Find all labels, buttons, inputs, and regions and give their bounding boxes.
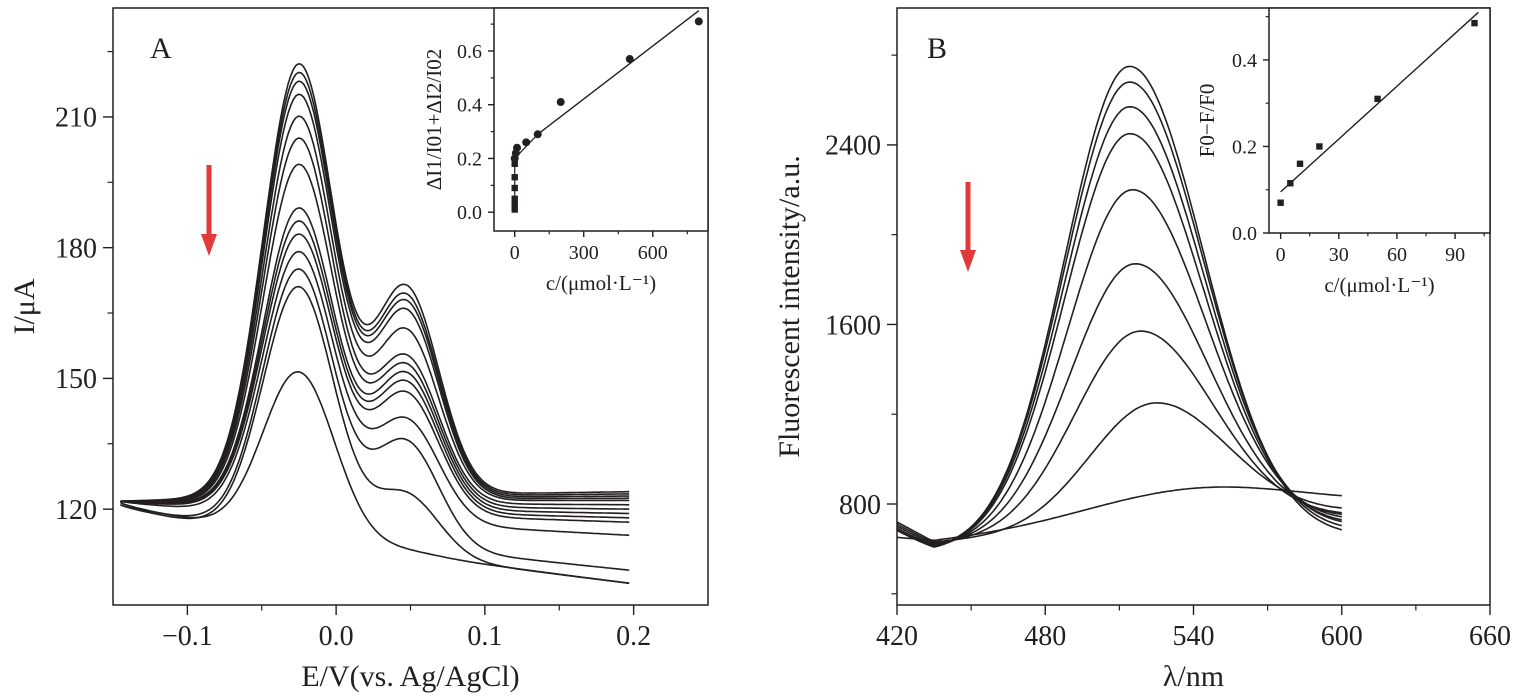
- inset-y-ytick-label: 0.2: [1232, 136, 1257, 158]
- inset-x-xtick-label: 90: [1445, 244, 1465, 266]
- inset-point: [511, 160, 518, 168]
- axis-y-ytick-label: 180: [55, 233, 97, 264]
- series-line: [896, 105, 1342, 548]
- inset-y-label: ΔI1/I01+ΔI2/I02: [422, 49, 446, 191]
- axis-x-xtick-label: 0.0: [319, 621, 354, 652]
- inset-point: [1287, 180, 1294, 187]
- inset-y-ytick-label: 0.6: [457, 41, 482, 63]
- axis-x-xtick-label: −0.1: [162, 621, 213, 652]
- series-line: [120, 115, 630, 503]
- inset-y-label: F0−F/F0: [1195, 84, 1219, 158]
- axis-y-ytick-label: 1600: [825, 310, 881, 341]
- axis-x-xtick-label: 660: [1469, 621, 1511, 652]
- inset-frame: [1268, 7, 1491, 234]
- axis-x-xtick-label: 480: [1024, 621, 1066, 652]
- series-line: [120, 268, 630, 571]
- inset-background: [1269, 8, 1490, 233]
- inset-x-xtick-label: 0: [510, 242, 520, 264]
- inset-fit-line: [1280, 11, 1479, 193]
- inset-frame: [493, 7, 709, 232]
- series-line: [120, 207, 630, 515]
- inset-point: [1296, 160, 1304, 167]
- series-line: [120, 250, 630, 537]
- inset-y-ytick-label: 0.4: [457, 95, 482, 117]
- inset-point: [533, 130, 542, 139]
- series-line: [896, 486, 1342, 542]
- inset-point: [1471, 19, 1478, 27]
- inset-point: [625, 55, 634, 64]
- series-line: [896, 189, 1342, 547]
- axis-y-ytick-label: 150: [55, 364, 97, 395]
- inset-point: [1277, 199, 1284, 206]
- inset-y-ytick-label: 0.4: [1232, 50, 1257, 72]
- inset-point: [694, 17, 703, 26]
- inset-background: [494, 8, 708, 231]
- y-axis-label: I/μA: [8, 278, 41, 334]
- series-line: [120, 233, 630, 523]
- inset-point: [511, 184, 518, 192]
- inset-point: [556, 98, 565, 107]
- inset-x-xtick-label: 60: [1387, 244, 1407, 266]
- inset-point: [511, 174, 518, 181]
- axis-x-xtick-label: 0.1: [467, 621, 502, 652]
- axis-x-xtick-label: 540: [1173, 621, 1215, 652]
- inset-point: [513, 143, 522, 152]
- inset-point: [511, 195, 518, 202]
- series-line: [120, 93, 630, 503]
- series-line: [896, 402, 1342, 543]
- inset-point: [522, 138, 531, 147]
- series-line: [120, 220, 630, 519]
- axis-y-ytick-label: 800: [839, 490, 881, 521]
- panel-label: B: [927, 32, 947, 65]
- inset-y-ytick-label: 0.2: [457, 148, 482, 170]
- axis-y-ytick-label: 2400: [825, 131, 881, 162]
- inset-point: [1374, 95, 1381, 103]
- series-line: [896, 330, 1342, 545]
- arrow-head: [960, 250, 976, 272]
- axis-x-xtick-label: 420: [876, 621, 918, 652]
- panel-a: −0.1 0.0 0.1 0.2 120 150 180 210 E/V(vs. Ag/AgCl…: [8, 7, 709, 693]
- axis-y-ytick-label: 210: [55, 103, 97, 134]
- inset-x-xtick-label: 30: [1329, 244, 1349, 266]
- inset-point: [511, 200, 518, 208]
- series-line: [120, 163, 630, 510]
- series-line: [120, 137, 630, 506]
- panel-label: A: [150, 32, 172, 65]
- inset-y-ytick-label: 0.0: [457, 202, 482, 224]
- x-axis-label: λ/nm: [1163, 660, 1224, 693]
- inset-x-xtick-label: 300: [569, 242, 599, 264]
- inset-x-xtick-label: 0: [1276, 244, 1286, 266]
- series-line: [896, 132, 1342, 548]
- series-line: [120, 370, 630, 584]
- inset-fit-line: [537, 10, 700, 135]
- y-axis-label: Fluorescent intensity/a.u.: [773, 155, 806, 457]
- axis-x-xtick-label: 600: [1321, 621, 1363, 652]
- arrow-head: [201, 234, 217, 256]
- axis-y-ytick-label: 120: [55, 495, 97, 526]
- inset-y-ytick-label: 0.0: [1232, 223, 1257, 245]
- inset-x-label: c/(μmol·L⁻¹): [546, 271, 656, 295]
- axis-x-xtick-label: 0.2: [616, 621, 651, 652]
- x-axis-label: E/V(vs. Ag/AgCl): [301, 660, 519, 693]
- series-line: [896, 262, 1342, 546]
- inset-point: [1316, 143, 1323, 150]
- inset-point: [511, 206, 518, 213]
- inset-x-label: c/(μmol·L⁻¹): [1324, 273, 1434, 297]
- panel-b: 420 480 540 600 66080016002400λ/nmFluorescen…: [773, 7, 1511, 693]
- inset-x-xtick-label: 600: [638, 242, 668, 264]
